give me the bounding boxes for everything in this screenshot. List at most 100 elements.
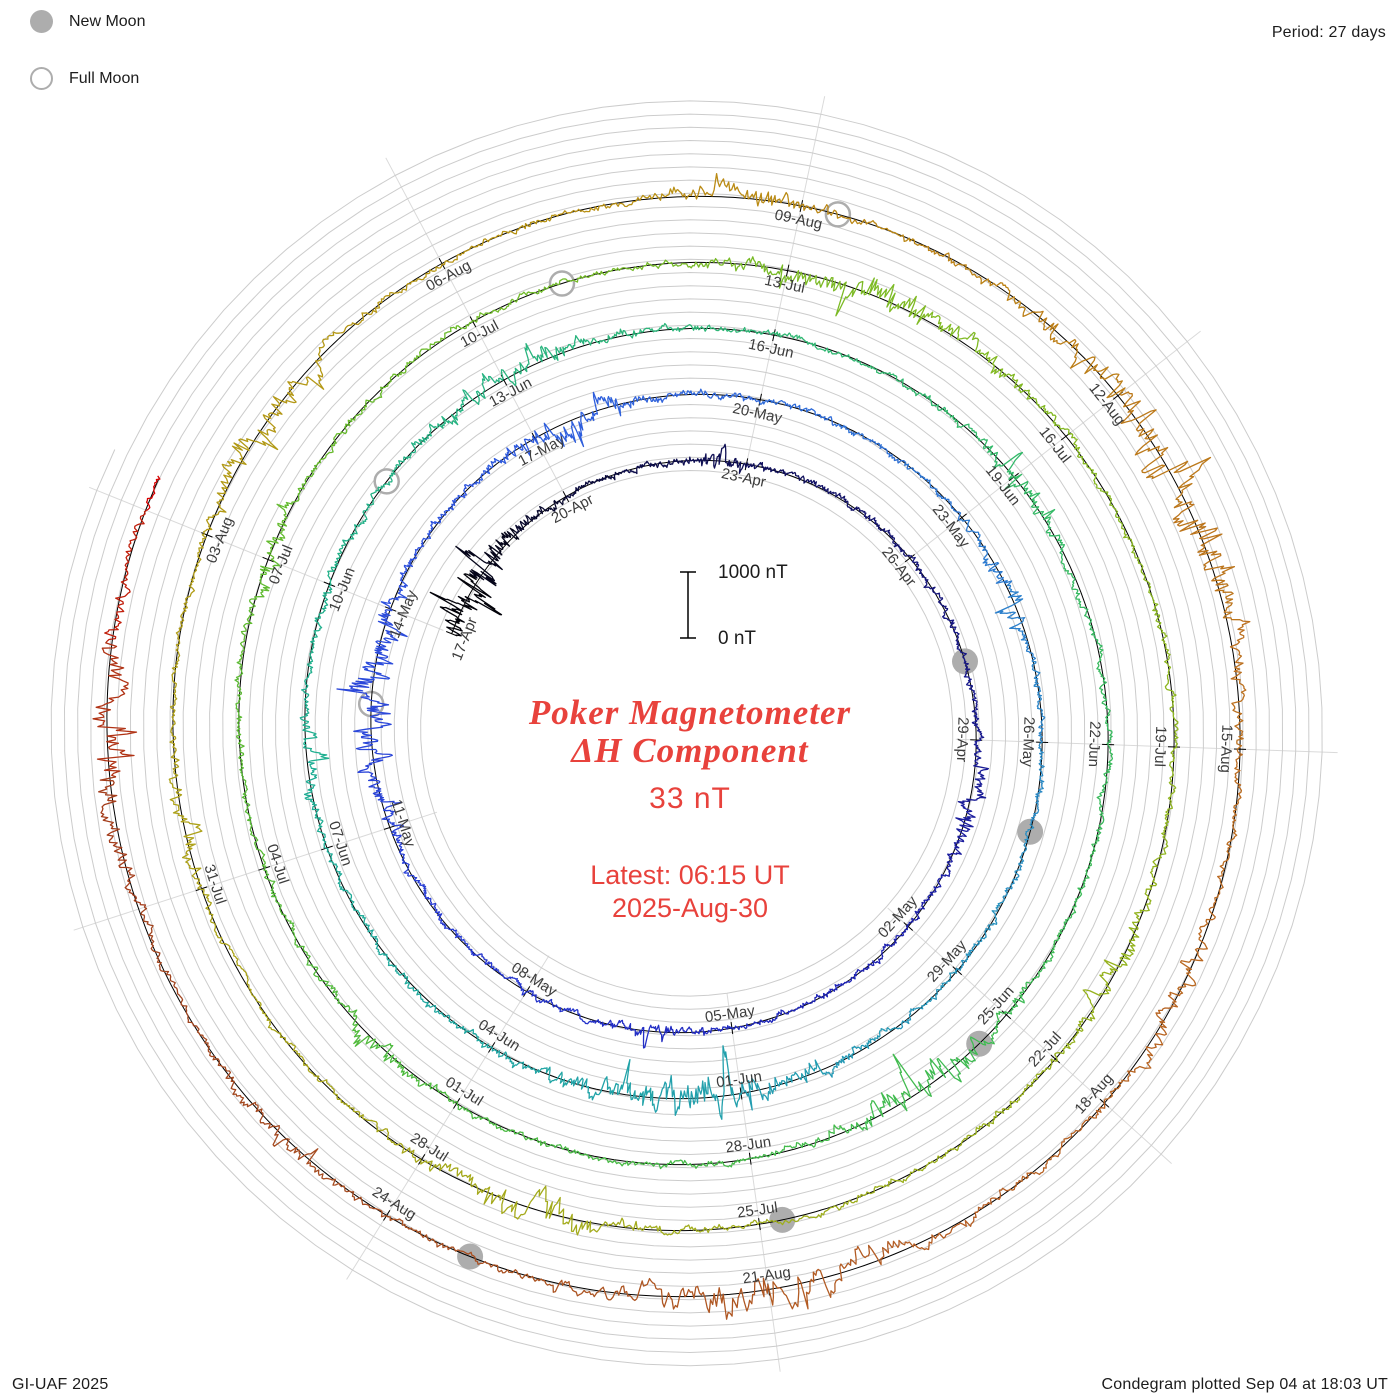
- trace-segment: [636, 1277, 769, 1320]
- trace-segment: [145, 475, 161, 511]
- trace-segment: [823, 1027, 897, 1078]
- legend-item-new-moon: New Moon: [30, 10, 145, 33]
- date-tick: [438, 257, 446, 270]
- trace-segment: [590, 1019, 663, 1049]
- trace-segment: [1096, 647, 1113, 746]
- trace-segment: [234, 660, 245, 768]
- trace-segment: [386, 1215, 509, 1274]
- new-moon-icon: [30, 10, 53, 33]
- trace-segment: [745, 461, 809, 484]
- trace-segment: [773, 331, 864, 366]
- trace-segment: [847, 1053, 932, 1134]
- trace-segment: [566, 471, 623, 499]
- trace-segment: [1004, 932, 1062, 1015]
- trace-segment: [653, 1045, 742, 1120]
- trace-segment: [238, 562, 281, 662]
- trace-segment: [239, 766, 267, 869]
- date-label: 15-Aug: [1217, 724, 1236, 773]
- latest-time: Latest: 06:15 UT: [590, 860, 790, 890]
- legend-item-full-moon: Full Moon: [30, 67, 139, 90]
- scale-bar-min-label: 0 nT: [718, 628, 756, 649]
- trace-segment: [200, 888, 254, 997]
- trace-segment: [473, 435, 539, 485]
- spoke-line: [726, 993, 781, 1372]
- trace-segment: [731, 1006, 799, 1031]
- date-tick: [785, 264, 790, 277]
- date-tick: [903, 922, 914, 931]
- period-label: Period: 27 days: [1271, 24, 1386, 41]
- date-label: 25-Jul: [736, 1199, 779, 1222]
- trace-segment: [862, 363, 947, 412]
- trace-segment: [834, 423, 906, 464]
- trace-segment: [168, 771, 203, 890]
- trace-segment: [380, 539, 425, 610]
- trace-segment: [784, 270, 896, 317]
- date-label: 29-Apr: [953, 717, 972, 763]
- trace-segment: [196, 1028, 280, 1140]
- trace-segment: [325, 847, 370, 927]
- date-tick: [453, 1098, 461, 1109]
- date-tick: [262, 556, 274, 563]
- trace-segment: [500, 334, 589, 387]
- date-label: 06-Aug: [423, 257, 474, 295]
- trace-segment: [1229, 619, 1251, 750]
- trace-segment: [603, 391, 683, 417]
- trace-segment: [303, 760, 327, 849]
- date-tick: [446, 631, 458, 637]
- trace-segment: [1008, 1102, 1106, 1191]
- full-moon-label: Full Moon: [69, 69, 140, 87]
- trace-segment: [266, 464, 318, 564]
- trace-segment: [420, 1160, 532, 1220]
- trace-segment: [1002, 823, 1035, 902]
- trace-segment: [642, 1219, 760, 1236]
- new-moon-label: New Moon: [69, 12, 146, 30]
- trace-segment: [807, 479, 866, 513]
- spoke-line: [744, 96, 826, 470]
- date-tick: [418, 1154, 426, 1165]
- date-label: 10-Jul: [457, 317, 501, 351]
- trace-segment: [357, 753, 403, 827]
- date-label: 31-Jul: [200, 862, 229, 906]
- trace-segment: [679, 256, 786, 289]
- trace-segment: [1169, 875, 1224, 997]
- spoke-line: [899, 330, 1201, 567]
- trace-segment: [357, 608, 408, 683]
- trace-segment: [1031, 660, 1046, 743]
- trace-segment: [327, 503, 373, 586]
- date-tick: [772, 329, 776, 342]
- trace-segment: [889, 295, 990, 359]
- scale-bar-max-label: 1000 nT: [718, 562, 788, 583]
- trace-segment: [442, 214, 556, 266]
- trace-segment: [175, 533, 207, 653]
- trace-segment: [1054, 959, 1123, 1062]
- trace-segment: [1022, 310, 1126, 399]
- trace-segment: [572, 259, 680, 283]
- latest-value: 33 nT: [649, 782, 731, 815]
- date-label: 13-Jun: [486, 374, 534, 411]
- date-tick: [201, 532, 213, 538]
- trace-segment: [1172, 501, 1241, 621]
- spoke-line: [346, 955, 550, 1280]
- date-label: 20-Apr: [549, 491, 597, 527]
- spiral-grid: [50, 100, 1323, 1367]
- trace-segment: [759, 399, 836, 427]
- trace-segment: [749, 1124, 849, 1160]
- plotted-label: Condegram plotted Sep 04 at 18:03 UT: [1101, 1376, 1388, 1393]
- trace-segment: [1059, 840, 1098, 934]
- spoke-line: [955, 738, 1338, 754]
- trace-segment: [387, 320, 474, 387]
- trace-segment: [526, 989, 592, 1025]
- trace-segment: [801, 203, 921, 246]
- trace-segment: [423, 890, 470, 949]
- trace-segment: [140, 906, 200, 1030]
- chart-subtitle: ΔH Component: [571, 731, 809, 770]
- date-tick: [323, 581, 336, 587]
- date-label: 17-Apr: [448, 615, 481, 663]
- trace-segment: [587, 322, 682, 346]
- trace-segment: [507, 1269, 638, 1302]
- trace-segment: [1060, 558, 1103, 649]
- trace-segment: [92, 640, 138, 778]
- trace-segment: [549, 1144, 651, 1167]
- trace-segment: [683, 443, 747, 474]
